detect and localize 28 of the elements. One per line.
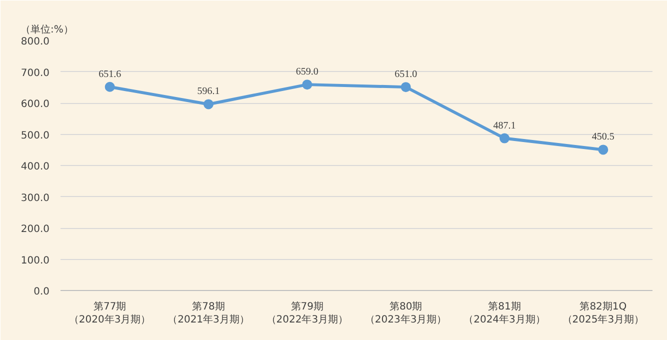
point bbox=[104, 82, 115, 92]
data-label: 651.0 bbox=[394, 69, 418, 80]
y-tick-label: 800.0 bbox=[20, 36, 50, 48]
x-tick-label: 第77期（2020年3月期） bbox=[68, 300, 151, 326]
point bbox=[204, 99, 214, 110]
x-tick-label: 第80期（2023年3月期） bbox=[364, 300, 447, 326]
x-tick-label: 第81期（2024年3月期） bbox=[464, 300, 546, 326]
point bbox=[598, 144, 608, 155]
x-tick-label: 第78期（2021年3月期） bbox=[168, 300, 250, 326]
y-tick-label: 700.0 bbox=[20, 68, 50, 79]
text: （単位:%） bbox=[20, 24, 74, 36]
y-tick-label: 500.0 bbox=[20, 130, 50, 142]
x-tick-label: 第82期1Q（2025年3月期） bbox=[562, 300, 644, 326]
point bbox=[400, 82, 411, 92]
y-tick-label: 200.0 bbox=[20, 224, 50, 235]
data-label: 596.1 bbox=[197, 86, 220, 98]
y-tick-label: 300.0 bbox=[20, 192, 50, 204]
data-label: 487.1 bbox=[493, 120, 516, 132]
y-tick-label: 100.0 bbox=[20, 255, 50, 266]
data-label: 450.5 bbox=[592, 132, 614, 143]
point bbox=[302, 80, 312, 90]
y-tick-label: 600.0 bbox=[20, 99, 50, 110]
data-label: 651.6 bbox=[98, 68, 122, 80]
point bbox=[500, 133, 510, 144]
x-tick-label: 第79期（2022年3月期） bbox=[266, 300, 348, 326]
data-label: 659.0 bbox=[296, 66, 318, 78]
y-tick-label: 0.0 bbox=[34, 286, 50, 298]
y-tick-label: 400.0 bbox=[20, 162, 50, 172]
